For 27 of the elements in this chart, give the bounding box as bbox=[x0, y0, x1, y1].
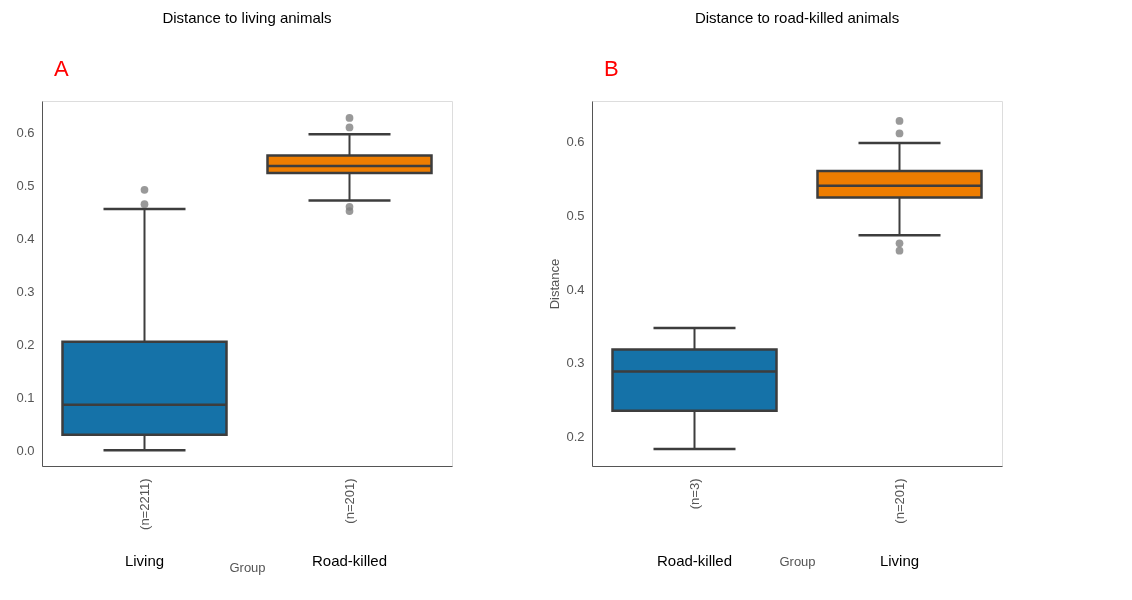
chart-title: Distance to road-killed animals bbox=[694, 9, 900, 26]
text: Living bbox=[879, 552, 920, 569]
y-tick-label: 0.2 bbox=[566, 429, 585, 445]
text: Living bbox=[124, 552, 165, 569]
text: A bbox=[54, 56, 69, 81]
y-axis-title: Distance bbox=[547, 258, 563, 310]
y-tick-label: 0.2 bbox=[16, 336, 35, 352]
y-tick-label: 0.4 bbox=[566, 281, 585, 297]
y-tick-label: 0.6 bbox=[16, 125, 35, 141]
text: Road-killed bbox=[656, 552, 733, 569]
text: B bbox=[604, 56, 619, 81]
y-tick-label: 0.5 bbox=[566, 207, 585, 223]
text: Road-killed bbox=[311, 552, 388, 569]
y-tick-label: 0.0 bbox=[16, 442, 35, 458]
x-tick-label: (n=2211) bbox=[137, 478, 152, 530]
x-tick-label: (n=3) bbox=[687, 478, 702, 510]
x-tick-label: (n=201) bbox=[342, 478, 357, 524]
y-tick-label: 0.5 bbox=[16, 178, 35, 194]
y-tick-label: 0.4 bbox=[16, 231, 35, 247]
x-axis-title: Group bbox=[779, 553, 816, 569]
x-axis-title: Group bbox=[229, 559, 266, 575]
y-tick-label: 0.3 bbox=[16, 283, 35, 299]
y-tick-label: 0.3 bbox=[566, 355, 585, 371]
y-tick-label: 0.1 bbox=[16, 389, 35, 405]
chart-title: Distance to living animals bbox=[162, 9, 332, 26]
y-tick-label: 0.6 bbox=[566, 134, 585, 150]
x-tick-label: (n=201) bbox=[892, 478, 907, 524]
